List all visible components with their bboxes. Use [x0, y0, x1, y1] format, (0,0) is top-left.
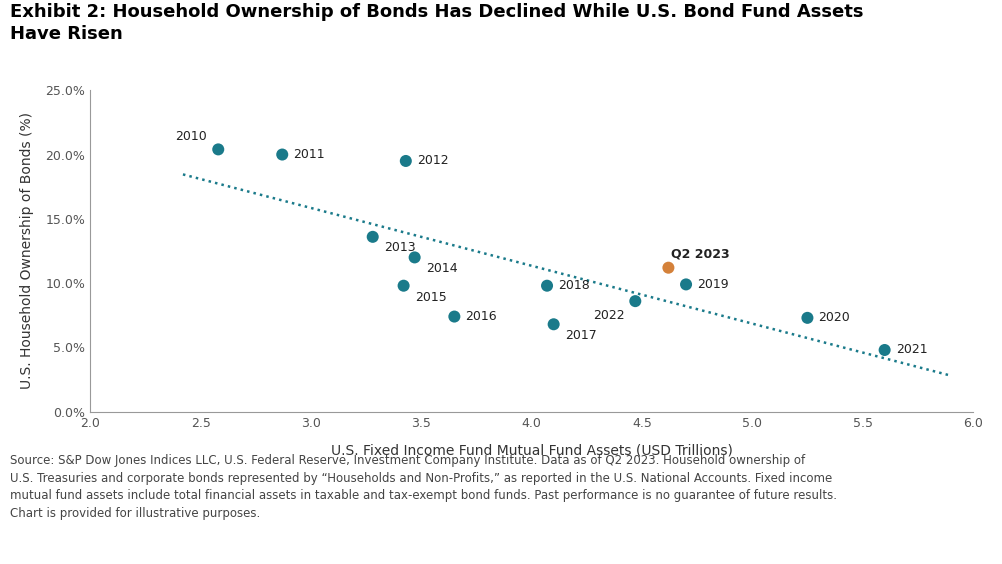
Point [210, 145, 226, 154]
Point [799, 314, 815, 323]
Text: 2012: 2012 [417, 155, 448, 168]
Point [446, 312, 462, 321]
Text: 2022: 2022 [592, 309, 623, 322]
Point [365, 232, 381, 241]
Point [545, 320, 561, 329]
Point [876, 346, 892, 355]
Text: Exhibit 2: Household Ownership of Bonds Has Declined While U.S. Bond Fund Assets: Exhibit 2: Household Ownership of Bonds … [10, 3, 863, 43]
Text: 2019: 2019 [696, 278, 728, 291]
Text: 2011: 2011 [293, 148, 325, 161]
X-axis label: U.S. Fixed Income Fund Mutual Fund Assets (USD Trillions): U.S. Fixed Income Fund Mutual Fund Asset… [331, 443, 731, 457]
Text: 2017: 2017 [564, 329, 596, 342]
Text: 2013: 2013 [384, 241, 415, 254]
Point [398, 156, 414, 165]
Text: Q2 2023: Q2 2023 [670, 247, 728, 260]
Point [274, 150, 290, 159]
Text: 2018: 2018 [557, 279, 589, 292]
Point [659, 263, 675, 272]
Text: 2016: 2016 [465, 310, 497, 323]
Point [406, 253, 422, 262]
Text: 2020: 2020 [818, 311, 850, 324]
Point [626, 297, 642, 306]
Text: 2010: 2010 [175, 130, 207, 143]
Point [395, 281, 411, 290]
Y-axis label: U.S. Household Ownership of Bonds (%): U.S. Household Ownership of Bonds (%) [20, 112, 34, 390]
Text: Source: S&P Dow Jones Indices LLC, U.S. Federal Reserve, Investment Company Inst: Source: S&P Dow Jones Indices LLC, U.S. … [10, 454, 837, 519]
Text: 2021: 2021 [895, 343, 927, 356]
Point [677, 280, 693, 289]
Text: 2015: 2015 [414, 291, 446, 304]
Point [538, 281, 554, 290]
Text: 2014: 2014 [425, 262, 457, 275]
